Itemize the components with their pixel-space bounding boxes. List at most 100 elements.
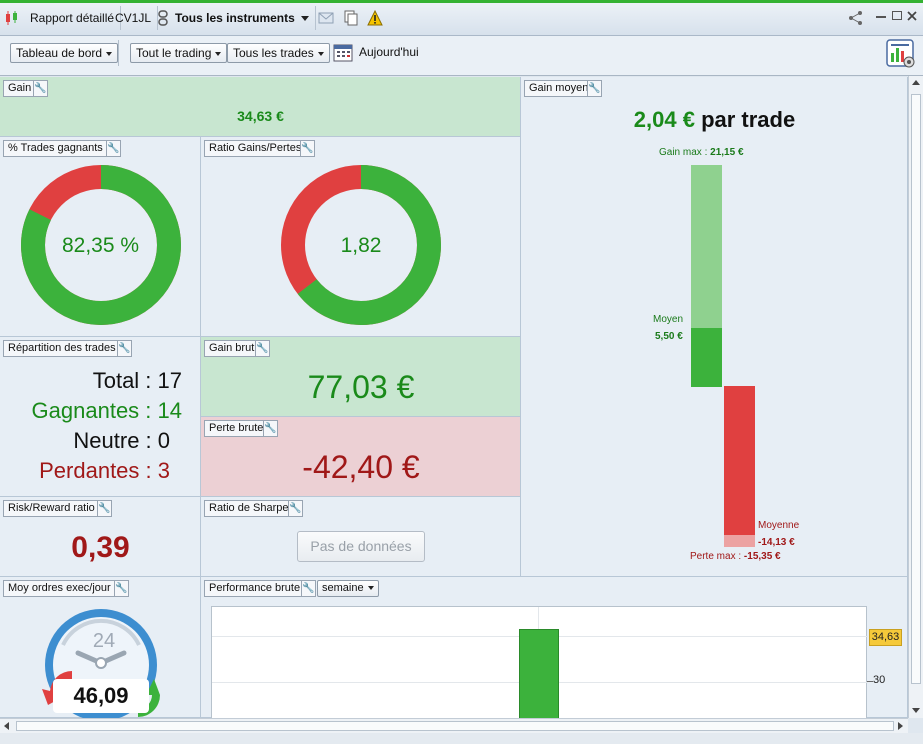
wrench-icon[interactable]: 🔧 (33, 80, 48, 97)
calendar-icon[interactable] (333, 42, 353, 62)
gross-gain-value: 77,03 € (307, 369, 415, 405)
date-filter[interactable]: Aujourd'hui (359, 45, 419, 59)
dashboard-dropdown[interactable]: Tableau de bord (10, 43, 119, 63)
panel-title: Ratio de Sharpe (204, 500, 294, 517)
loss-max-bar (724, 535, 755, 547)
minimize-icon[interactable] (876, 16, 886, 18)
close-icon[interactable] (907, 11, 917, 21)
avg-orders-value: 46,09 (53, 679, 149, 713)
clock-label: 24 (92, 630, 116, 652)
gain-loss-ratio-panel: Ratio Gains/Pertes 🔧 1,82 (201, 137, 521, 337)
wrench-icon[interactable]: 🔧 (263, 420, 278, 437)
scroll-left-icon[interactable] (4, 722, 9, 730)
total-trades: Total : 17 (92, 368, 182, 393)
donut-win-segment (21, 165, 181, 325)
scroll-right-icon[interactable] (898, 722, 903, 730)
panel-title: Ratio Gains/Pertes (204, 140, 307, 157)
avg-orders-panel: Moy ordres exec/jour 🔧 24 46,09 (0, 577, 201, 718)
tick-30 (867, 681, 873, 682)
chevron-down-icon (300, 16, 309, 22)
wrench-icon[interactable]: 🔧 (106, 140, 121, 157)
panel-title: % Trades gagnants (3, 140, 108, 157)
gain-moyen-panel: Gain moyen 🔧 2,04 € par trade Gain max :… (521, 77, 908, 577)
average-gain-value: 2,04 € (633, 107, 695, 132)
chevron-down-icon (317, 51, 324, 56)
wrench-icon[interactable]: 🔧 (587, 80, 602, 97)
title-bar: Rapport détaillé CV1JL Tous les instrume… (0, 0, 923, 36)
average-gain-headline: 2,04 € par trade (521, 107, 908, 133)
chevron-down-icon (367, 586, 374, 591)
panel-title: Gain moyen (524, 80, 594, 97)
wrench-icon[interactable]: 🔧 (255, 340, 270, 357)
active-accent-line (0, 0, 923, 3)
toolbar-divider (118, 40, 119, 66)
tick-label-30: 30 (873, 674, 886, 686)
chevron-down-icon (215, 51, 222, 56)
average-gain-suffix: par trade (701, 107, 796, 132)
panel-title: Performance brute (204, 580, 306, 597)
scroll-down-icon[interactable] (912, 708, 920, 713)
winning-trades-count: Gagnantes : 14 (31, 398, 182, 423)
horizontal-scrollbar[interactable] (0, 718, 908, 733)
wrench-icon[interactable]: 🔧 (300, 140, 315, 157)
toolbar: Tableau de bord Tout le trading Tous les… (0, 36, 923, 76)
gross-loss-panel: Perte brute 🔧 -42,40 € (201, 417, 521, 497)
risk-reward-panel: Risk/Reward ratio 🔧 0,39 (0, 497, 201, 577)
gain-loss-ratio-donut (281, 165, 441, 325)
trading-filter-dropdown[interactable]: Tout le trading (130, 43, 228, 63)
panel-title: Gain brut (204, 340, 260, 357)
share-icon[interactable] (848, 10, 864, 26)
gross-performance-panel: Performance brute 🔧 semaine 30 34,63 (201, 577, 908, 719)
gain-average-bar (691, 328, 722, 387)
gross-loss-value: -42,40 € (302, 449, 420, 485)
vertical-scroll-thumb[interactable] (911, 94, 921, 684)
current-value-tag: 34,63 (869, 629, 902, 646)
horizontal-scroll-thumb[interactable] (16, 721, 894, 731)
wrench-icon[interactable]: 🔧 (301, 580, 316, 597)
winning-trades-donut (21, 165, 181, 325)
winning-trades-value: 82,35 % (61, 234, 140, 257)
mail-icon[interactable] (318, 10, 334, 26)
wrench-icon[interactable]: 🔧 (117, 340, 132, 357)
sharpe-ratio-panel: Ratio de Sharpe 🔧 Pas de données (201, 497, 521, 577)
status-bar (0, 733, 923, 744)
moyen-value: 5,50 € (655, 331, 683, 342)
up-arrow-icon (138, 679, 160, 717)
report-settings-icon[interactable] (886, 39, 916, 69)
donut-gain-segment (281, 165, 441, 325)
wrench-icon[interactable]: 🔧 (288, 500, 303, 517)
no-data-button[interactable]: Pas de données (297, 531, 425, 562)
tab-account[interactable]: CV1JL (109, 6, 159, 30)
panel-title: Répartition des trades (3, 340, 121, 357)
gain-panel: Gain 🔧 34,63 € (0, 77, 521, 137)
wrench-icon[interactable]: 🔧 (97, 500, 112, 517)
performance-chart-area (211, 606, 868, 719)
panel-title: Moy ordres exec/jour (3, 580, 116, 597)
period-dropdown[interactable]: semaine (317, 580, 379, 597)
panel-title: Gain (3, 80, 37, 97)
gain-max-label: Gain max : 21,15 € (659, 147, 744, 158)
risk-reward-value: 0,39 (71, 531, 130, 564)
tab-rapport-detaille[interactable]: Rapport détaillé (24, 6, 122, 30)
panel-title: Perte brute (204, 420, 269, 437)
neutral-trades-count: Neutre : 0 (73, 428, 170, 453)
perte-max-label: Perte max : -15,35 € (690, 551, 781, 562)
wrench-icon[interactable]: 🔧 (114, 580, 129, 597)
vertical-scrollbar[interactable] (908, 76, 923, 718)
warning-icon[interactable] (367, 10, 383, 26)
winning-trades-panel: % Trades gagnants 🔧 82,35 % (0, 137, 201, 337)
trades-filter-dropdown[interactable]: Tous les trades (227, 43, 330, 63)
link-icon[interactable] (155, 10, 171, 26)
copy-icon[interactable] (343, 10, 359, 26)
panel-title: Risk/Reward ratio (3, 500, 100, 517)
gain-value: 34,63 € (237, 108, 284, 124)
trade-distribution-panel: Répartition des trades 🔧 Total : 17 Gagn… (0, 337, 201, 497)
losing-trades-count: Perdantes : 3 (39, 458, 170, 483)
tab-instrument-selector[interactable]: Tous les instruments (169, 6, 316, 30)
chevron-down-icon (106, 51, 113, 56)
candlestick-icon (6, 11, 17, 25)
maximize-icon[interactable] (892, 11, 902, 20)
moyenne-value: -14,13 € (758, 537, 795, 548)
moyen-label: Moyen (653, 314, 684, 325)
scroll-up-icon[interactable] (912, 80, 920, 85)
